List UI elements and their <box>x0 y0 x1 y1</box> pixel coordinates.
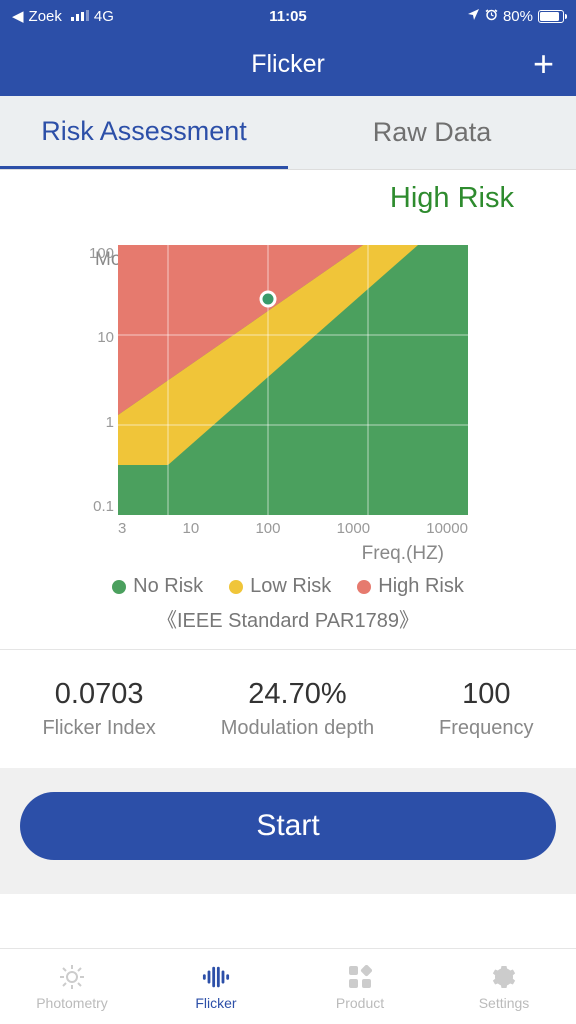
legend-item-high-risk: High Risk <box>357 575 464 598</box>
back-chevron-icon[interactable]: ◀ <box>12 7 24 25</box>
x-tick: 100 <box>255 520 280 537</box>
chart-area: Modulation(%) 100 10 1 0.1 3 10 <box>0 245 576 565</box>
metric-value: 24.70% <box>221 678 374 711</box>
nav-item-settings[interactable]: Settings <box>432 949 576 1024</box>
metric-label: Frequency <box>439 717 534 740</box>
metric-label: Flicker Index <box>42 717 155 740</box>
nav-label: Settings <box>479 995 530 1011</box>
risk-chart: 100 10 1 0.1 3 10 100 1000 <box>118 245 468 515</box>
clock: 11:05 <box>269 8 307 25</box>
tab-risk-assessment[interactable]: Risk Assessment <box>0 96 288 169</box>
x-tick: 1000 <box>337 520 370 537</box>
bottom-nav: Photometry Flicker Product Settings <box>0 948 576 1024</box>
x-tick: 10000 <box>426 520 468 537</box>
y-tick: 1 <box>78 414 114 431</box>
metric-modulation-depth: 24.70% Modulation depth <box>221 678 374 740</box>
battery-icon <box>538 10 564 23</box>
gear-icon <box>490 963 518 991</box>
metrics: 0.0703 Flicker Index 24.70% Modulation d… <box>0 649 576 768</box>
standard-label: 《IEEE Standard PAR1789》 <box>0 604 576 633</box>
x-axis-label: Freq.(HZ) <box>70 543 506 565</box>
chart-svg <box>118 245 468 515</box>
legend-dot-icon <box>229 580 243 594</box>
status-left: ◀ Zoek 4G <box>12 7 114 25</box>
legend: No Risk Low Risk High Risk <box>0 575 576 598</box>
legend-label: High Risk <box>378 575 464 598</box>
nav-item-product[interactable]: Product <box>288 949 432 1024</box>
location-icon <box>467 8 480 25</box>
nav-item-flicker[interactable]: Flicker <box>144 949 288 1024</box>
nav-label: Product <box>336 995 384 1011</box>
legend-label: Low Risk <box>250 575 331 598</box>
signal-icon <box>71 8 89 25</box>
metric-value: 0.0703 <box>42 678 155 711</box>
legend-dot-icon <box>357 580 371 594</box>
start-button[interactable]: Start <box>20 792 556 860</box>
metric-flicker-index: 0.0703 Flicker Index <box>42 678 155 740</box>
tabs: Risk Assessment Raw Data <box>0 96 576 170</box>
waveform-icon <box>202 963 230 991</box>
nav-label: Flicker <box>195 995 236 1011</box>
x-tick: 10 <box>183 520 200 537</box>
nav-item-photometry[interactable]: Photometry <box>0 949 144 1024</box>
x-tick: 3 <box>118 520 126 537</box>
start-area: Start <box>0 768 576 894</box>
y-tick: 100 <box>78 245 114 262</box>
metric-value: 100 <box>439 678 534 711</box>
alarm-icon <box>485 8 498 25</box>
network-label: 4G <box>94 8 114 25</box>
tab-raw-data[interactable]: Raw Data <box>288 96 576 169</box>
status-bar: ◀ Zoek 4G 11:05 80% <box>0 0 576 32</box>
nav-label: Photometry <box>36 995 108 1011</box>
legend-label: No Risk <box>133 575 203 598</box>
x-ticks: 3 10 100 1000 10000 <box>118 520 468 537</box>
lightbulb-icon <box>58 963 86 991</box>
grid-icon <box>346 963 374 991</box>
legend-item-no-risk: No Risk <box>112 575 203 598</box>
data-point <box>261 292 275 306</box>
risk-level-label: High Risk <box>0 170 576 215</box>
y-ticks: 100 10 1 0.1 <box>78 245 114 515</box>
y-tick: 10 <box>78 329 114 346</box>
nav-bar: Flicker + <box>0 32 576 96</box>
legend-dot-icon <box>112 580 126 594</box>
metric-frequency: 100 Frequency <box>439 678 534 740</box>
y-tick: 0.1 <box>78 498 114 515</box>
add-button[interactable]: + <box>533 46 554 82</box>
battery-pct: 80% <box>503 8 533 25</box>
metric-label: Modulation depth <box>221 717 374 740</box>
status-right: 80% <box>467 8 564 25</box>
back-app-label[interactable]: Zoek <box>29 8 62 25</box>
legend-item-low-risk: Low Risk <box>229 575 331 598</box>
page-title: Flicker <box>251 50 325 79</box>
